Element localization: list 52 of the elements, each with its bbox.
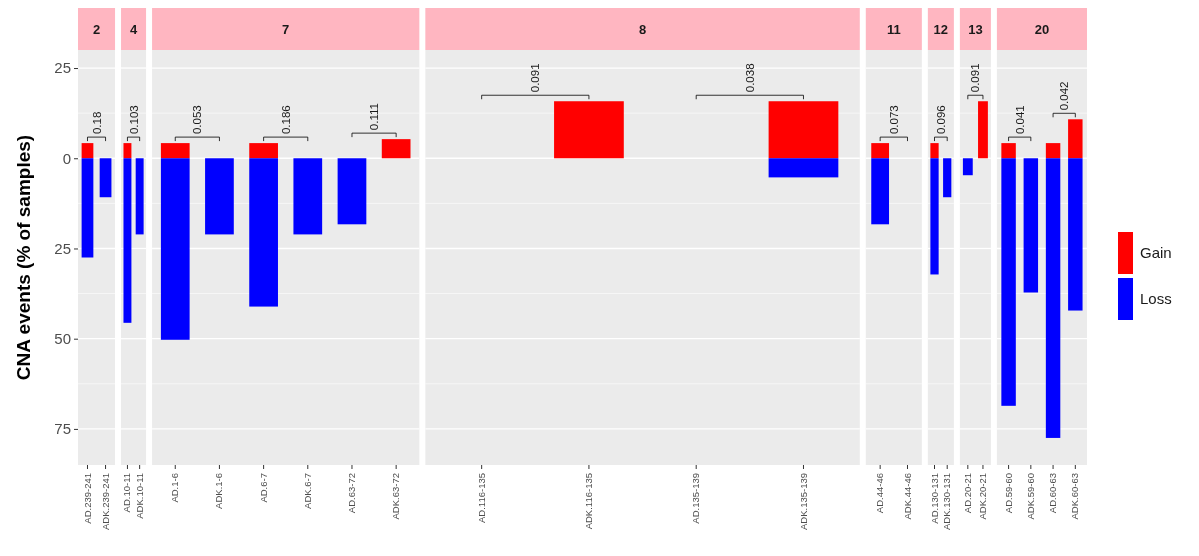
x-tick-label: ADK.6-7 [301,473,313,509]
y-tick-label: 75 [54,420,71,438]
annotation: 0.096 [934,105,947,135]
x-tick-label: AD.10-11 [121,473,133,513]
annotation: 0.18 [90,111,103,135]
x-tick-label: ADK.63-72 [390,473,402,520]
x-tick-label: AD.60-63 [1047,473,1059,514]
annotation: 0.053 [191,105,204,135]
chart-title: 20 [1034,22,1050,37]
x-tick-label: AD.63-72 [346,473,358,514]
y-tick-label: 25 [54,59,71,77]
y-tick-label: 25 [54,239,71,257]
x-tick-label: AD.239-241 [81,473,93,524]
annotation: 0.111 [368,103,381,131]
x-tick-label: AD.1-6 [169,473,181,503]
x-tick-label: AD.20-21 [961,473,973,514]
annotation: 0.038 [743,63,756,93]
annotation: 0.103 [127,105,140,135]
x-tick-label: ADK.44-46 [901,473,913,520]
text: Loss [1140,290,1172,307]
annotation: 0.042 [1058,81,1071,111]
text: Gain [1140,244,1172,261]
chart-title: 4 [129,22,138,37]
x-tick-label: AD.135-139 [690,473,702,524]
x-tick-label: ADK.20-21 [977,473,988,520]
annotation: 0.091 [529,63,542,93]
x-tick-label: ADK.1-6 [213,473,225,509]
y-tick-label: 0 [62,149,71,167]
x-tick-label: ADK.135-139 [797,473,809,531]
y-axis-title: CNA events (% of samples) [13,134,34,381]
x-tick-label: ADK.116-135 [582,473,594,530]
x-tick-label: ADK.239-241 [99,473,111,531]
x-tick-label: AD.116-135 [475,473,487,523]
annotation: 0.186 [279,105,292,135]
annotation: 0.091 [969,63,982,93]
x-tick-label: ADK.59-60 [1024,473,1036,520]
x-tick-label: ADK.10-11 [133,473,145,519]
x-tick-label: AD.6-7 [257,473,269,503]
chart-title: 11 [886,22,901,37]
chart-title: 12 [933,22,949,37]
x-tick-label: AD.130-131 [928,473,940,524]
y-tick-label: 50 [54,330,71,347]
annotation: 0.041 [1013,105,1026,135]
chart-title: 8 [638,22,647,37]
x-tick-label: ADK.60-63 [1069,473,1081,520]
chart-title: 2 [92,22,101,37]
x-tick-label: ADK.130-131 [941,473,953,531]
x-tick-label: AD.44-46 [874,473,886,514]
x-tick-label: AD.59-60 [1002,473,1014,514]
chart-title: 7 [282,22,290,37]
chart-title: 13 [968,22,983,37]
annotation: 0.073 [887,105,900,135]
